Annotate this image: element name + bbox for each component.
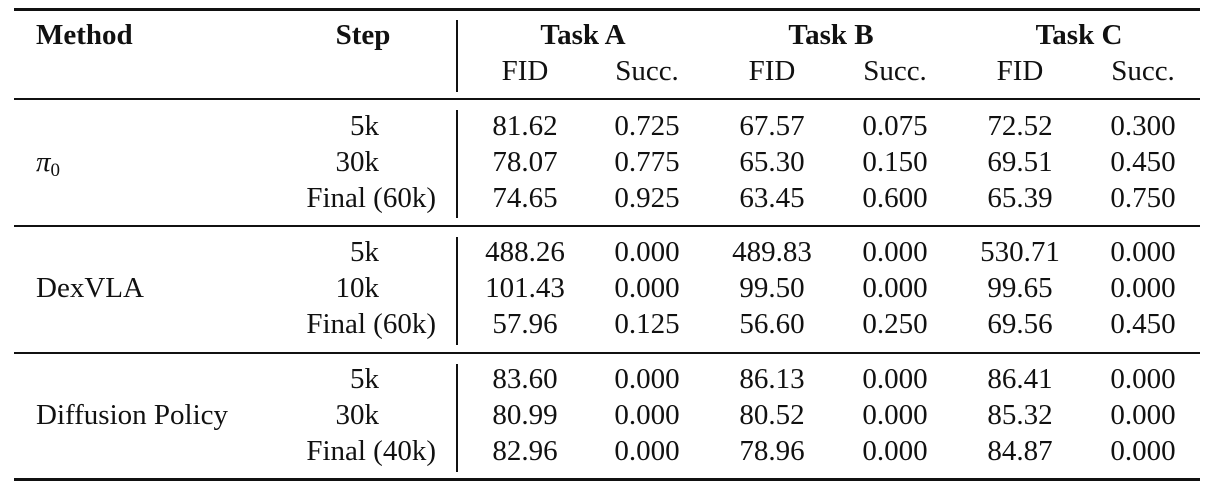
value-cell: 86.41 <box>987 363 1053 395</box>
value-cell: 65.39 <box>987 182 1053 214</box>
value-cell: 0.775 <box>614 146 680 178</box>
value-cell: 0.075 <box>862 110 928 142</box>
value-cell: 84.87 <box>987 435 1053 467</box>
value-cell: 0.725 <box>614 110 680 142</box>
method-pi0-symbol: π <box>36 146 51 178</box>
value-cell: 0.150 <box>862 146 928 178</box>
value-cell: 0.250 <box>862 308 928 340</box>
step-cell: 30k <box>335 146 380 178</box>
value-cell: 82.96 <box>492 435 558 467</box>
value-cell: 0.000 <box>862 272 928 304</box>
task-b-fid-header: FID <box>748 55 796 87</box>
header-separator <box>456 20 458 92</box>
method-pi0-subscript: 0 <box>50 160 61 181</box>
value-cell: 489.83 <box>732 236 812 268</box>
value-cell: 83.60 <box>492 363 558 395</box>
task-c-fid-header: FID <box>996 55 1044 87</box>
value-cell: 0.000 <box>1110 399 1176 431</box>
method-header: Method <box>36 19 133 51</box>
method-dexvla: DexVLA <box>36 272 144 304</box>
task-b-header: Task B <box>788 19 874 51</box>
value-cell: 0.925 <box>614 182 680 214</box>
step-header: Step <box>335 19 391 51</box>
header-rule <box>14 98 1200 100</box>
group-rule-2 <box>14 352 1200 354</box>
step-cell: 5k <box>350 110 379 142</box>
value-cell: 80.52 <box>739 399 805 431</box>
value-cell: 72.52 <box>987 110 1053 142</box>
value-cell: 530.71 <box>980 236 1060 268</box>
bottom-rule <box>14 478 1200 481</box>
method-pi0: π0 <box>36 145 60 188</box>
value-cell: 101.43 <box>485 272 565 304</box>
step-cell: Final (60k) <box>306 182 436 214</box>
step-cell: Final (60k) <box>306 308 436 340</box>
value-cell: 99.50 <box>739 272 805 304</box>
value-cell: 81.62 <box>492 110 558 142</box>
value-cell: 0.000 <box>614 399 680 431</box>
value-cell: 0.000 <box>614 236 680 268</box>
value-cell: 0.300 <box>1110 110 1176 142</box>
value-cell: 0.000 <box>1110 435 1176 467</box>
step-cell: 5k <box>350 236 379 268</box>
value-cell: 78.96 <box>739 435 805 467</box>
value-cell: 86.13 <box>739 363 805 395</box>
value-cell: 65.30 <box>739 146 805 178</box>
value-cell: 0.000 <box>862 363 928 395</box>
value-cell: 0.450 <box>1110 146 1176 178</box>
value-cell: 80.99 <box>492 399 558 431</box>
group-rule-1 <box>14 225 1200 227</box>
task-a-fid-header: FID <box>501 55 549 87</box>
value-cell: 57.96 <box>492 308 558 340</box>
group-separator-1 <box>456 110 458 218</box>
value-cell: 0.000 <box>614 435 680 467</box>
task-b-succ-header: Succ. <box>863 55 927 87</box>
task-a-header: Task A <box>540 19 626 51</box>
value-cell: 85.32 <box>987 399 1053 431</box>
value-cell: 0.450 <box>1110 308 1176 340</box>
task-c-header: Task C <box>1035 19 1123 51</box>
value-cell: 63.45 <box>739 182 805 214</box>
value-cell: 0.600 <box>862 182 928 214</box>
value-cell: 0.000 <box>1110 272 1176 304</box>
value-cell: 0.000 <box>1110 236 1176 268</box>
step-cell: Final (40k) <box>306 435 436 467</box>
value-cell: 0.000 <box>1110 363 1176 395</box>
step-cell: 5k <box>350 363 379 395</box>
value-cell: 0.000 <box>862 435 928 467</box>
value-cell: 0.000 <box>614 272 680 304</box>
group-separator-3 <box>456 364 458 472</box>
value-cell: 69.56 <box>987 308 1053 340</box>
value-cell: 78.07 <box>492 146 558 178</box>
value-cell: 0.000 <box>614 363 680 395</box>
value-cell: 67.57 <box>739 110 805 142</box>
value-cell: 99.65 <box>987 272 1053 304</box>
value-cell: 56.60 <box>739 308 805 340</box>
value-cell: 74.65 <box>492 182 558 214</box>
step-cell: 10k <box>335 272 380 304</box>
value-cell: 488.26 <box>485 236 565 268</box>
method-diffusion-policy: Diffusion Policy <box>36 399 228 431</box>
task-a-succ-header: Succ. <box>615 55 679 87</box>
task-c-succ-header: Succ. <box>1111 55 1175 87</box>
value-cell: 69.51 <box>987 146 1053 178</box>
value-cell: 0.125 <box>614 308 680 340</box>
value-cell: 0.000 <box>862 236 928 268</box>
step-cell: 30k <box>335 399 380 431</box>
value-cell: 0.000 <box>862 399 928 431</box>
group-separator-2 <box>456 237 458 345</box>
top-rule <box>14 8 1200 11</box>
value-cell: 0.750 <box>1110 182 1176 214</box>
